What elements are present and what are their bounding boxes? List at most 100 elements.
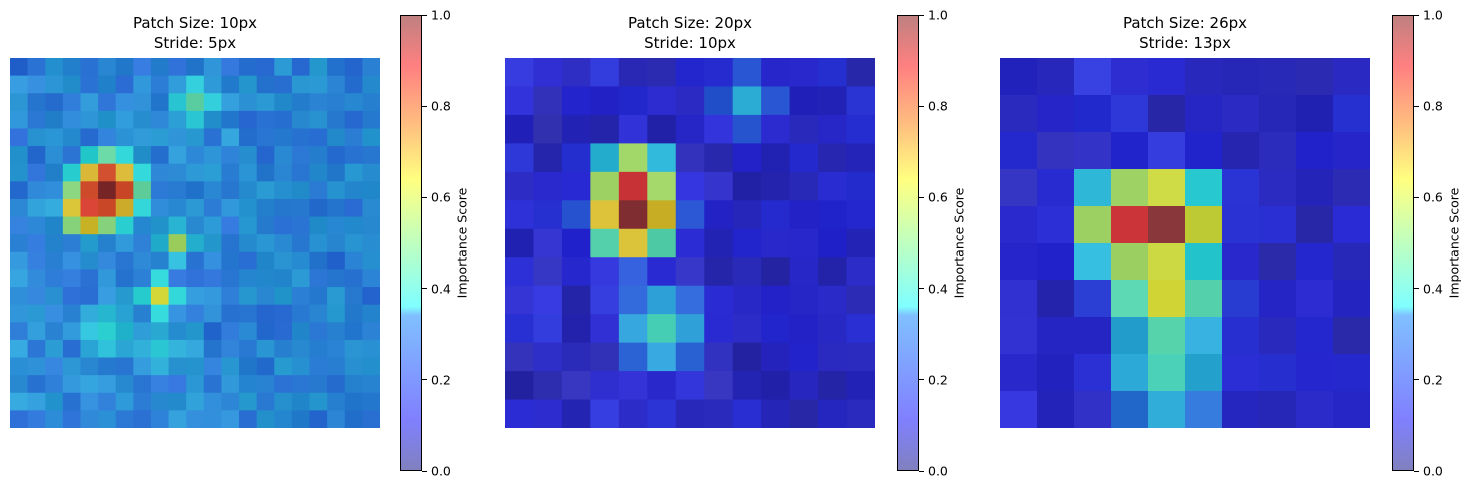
heat-cell: [327, 75, 346, 94]
heat-cell: [1111, 95, 1149, 133]
heat-cell: [27, 163, 46, 182]
heat-cell: [221, 322, 240, 341]
heat-cell: [133, 287, 152, 306]
heat-cell: [150, 58, 170, 77]
heat-cell: [1222, 132, 1260, 170]
heat-cell: [133, 181, 152, 200]
heat-cell: [168, 128, 187, 147]
heat-cell: [186, 251, 205, 271]
heat-cell: [98, 287, 117, 306]
heat-cell: [133, 234, 152, 253]
heat-cell: [27, 128, 46, 147]
heat-cell: [309, 392, 328, 411]
heat-cell: [1259, 354, 1297, 392]
heat-cell: [561, 200, 591, 230]
heat-cell: [1000, 206, 1038, 244]
heat-cell: [1296, 169, 1334, 207]
heat-cell: [133, 58, 152, 77]
heat-cell: [186, 339, 205, 359]
heat-cell: [45, 163, 64, 182]
heat-cell: [27, 410, 46, 428]
heat-cell: [1037, 280, 1075, 318]
heat-cell: [274, 146, 293, 165]
heat-cell: [818, 371, 848, 401]
heat-cell: [221, 287, 240, 306]
heat-cell: [647, 285, 677, 315]
heatmap-image: [1000, 58, 1370, 428]
heat-cell: [115, 234, 134, 253]
colorbar-tick: [1414, 288, 1419, 290]
heat-cell: [150, 234, 170, 253]
heat-cell: [590, 314, 620, 344]
heat-cell: [62, 357, 82, 376]
heat-cell: [256, 198, 275, 218]
heat-cell: [45, 269, 64, 288]
heat-cell: [1185, 206, 1223, 244]
heat-cell: [115, 339, 134, 359]
heat-cell: [221, 304, 240, 323]
heat-cell: [168, 146, 187, 165]
heat-cell: [45, 216, 64, 235]
heat-cell: [1259, 391, 1297, 428]
heat-cell: [239, 251, 258, 271]
heat-cell: [221, 110, 240, 130]
heat-cell: [1074, 354, 1112, 392]
colorbar-tick-label: 0.0: [928, 463, 948, 479]
heat-cell: [115, 375, 134, 394]
heat-cell: [62, 93, 82, 112]
heat-cell: [274, 375, 293, 394]
heat-cell: [505, 58, 535, 88]
heat-cell: [1259, 317, 1297, 355]
heat-cell: [27, 181, 46, 200]
heat-cell: [27, 58, 46, 77]
heat-cell: [590, 86, 620, 116]
heat-cell: [846, 58, 875, 88]
heat-cell: [80, 58, 99, 77]
heat-cell: [98, 357, 117, 376]
heat-cell: [309, 128, 328, 147]
heat-cell: [309, 198, 328, 218]
heat-cell: [1148, 243, 1186, 281]
heat-cell: [327, 410, 346, 428]
heat-cell: [344, 392, 363, 411]
heat-cell: [291, 287, 311, 306]
heat-cell: [150, 357, 170, 376]
heat-cell: [344, 234, 363, 253]
heat-cell: [344, 410, 363, 428]
heat-cell: [344, 269, 363, 288]
colorbar-tick-label: 0.4: [431, 281, 451, 297]
heat-cell: [1222, 317, 1260, 355]
heat-cell: [239, 93, 258, 112]
heat-cell: [732, 257, 762, 287]
heat-cell: [590, 228, 620, 258]
heat-cell: [186, 410, 205, 428]
heat-cell: [62, 287, 82, 306]
heat-cell: [1111, 206, 1149, 244]
heat-cell: [45, 304, 64, 323]
heat-cell: [1333, 317, 1370, 355]
heat-cell: [1037, 169, 1075, 207]
heat-cell: [133, 251, 152, 271]
heat-cell: [618, 285, 648, 315]
heat-cell: [203, 375, 223, 394]
heat-cell: [291, 322, 311, 341]
heat-cell: [256, 110, 275, 130]
heat-cell: [561, 143, 591, 173]
heat-cell: [80, 251, 99, 271]
heat-cell: [1259, 58, 1297, 96]
heat-cell: [62, 251, 82, 271]
heat-cell: [256, 269, 275, 288]
heat-cell: [1000, 132, 1038, 170]
heat-cell: [45, 75, 64, 94]
heat-cell: [203, 234, 223, 253]
heat-cell: [327, 392, 346, 411]
heat-cell: [62, 128, 82, 147]
heat-cell: [62, 234, 82, 253]
heat-cell: [239, 198, 258, 218]
heat-cell: [1333, 206, 1370, 244]
heat-cell: [761, 399, 791, 428]
heat-cell: [98, 128, 117, 147]
heat-cell: [1148, 206, 1186, 244]
heat-cell: [505, 371, 535, 401]
heat-cell: [62, 198, 82, 218]
